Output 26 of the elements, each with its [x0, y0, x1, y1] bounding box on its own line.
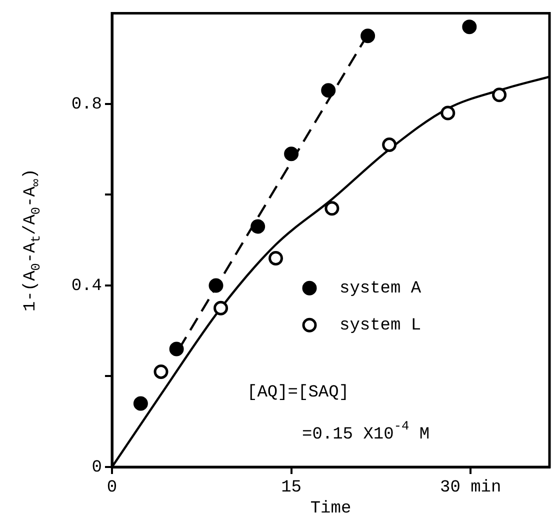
legend-label: system A [340, 280, 422, 299]
x-tick-label: 0 [106, 478, 118, 498]
y-tick-label: 0.8 [71, 95, 102, 114]
point [324, 201, 340, 216]
point [169, 342, 184, 356]
point [133, 396, 148, 411]
point [382, 138, 397, 152]
x-tick-label: 15 [281, 478, 302, 498]
point [321, 83, 336, 98]
point [440, 106, 456, 120]
y-tick-label: 0.4 [71, 276, 102, 296]
point [360, 28, 376, 44]
point [214, 300, 228, 316]
point [462, 20, 477, 34]
point [154, 364, 168, 379]
point [250, 219, 266, 234]
text: 1-(A0-At/A0-A∞) [22, 168, 44, 312]
point [268, 251, 284, 266]
y-tick-label: 0 [92, 458, 102, 478]
x-tick-label: 30 min [440, 478, 502, 498]
x-axis-title: Time [310, 500, 352, 518]
annotation: [AQ]=[SAQ] [247, 384, 350, 402]
point [492, 88, 507, 102]
legend-label: system L [340, 316, 422, 336]
point [284, 146, 299, 162]
point [208, 278, 224, 293]
